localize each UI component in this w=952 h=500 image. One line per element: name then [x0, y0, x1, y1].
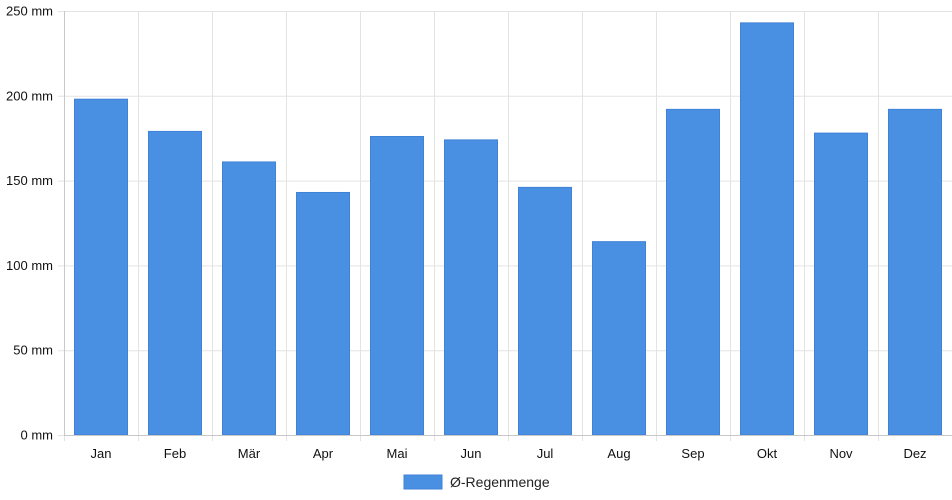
- bar-Jun[interactable]: [444, 139, 498, 436]
- bar-series: [74, 22, 942, 436]
- grid-lines: [58, 11, 952, 441]
- x-tick-label: Feb: [164, 446, 186, 461]
- axes: [64, 11, 952, 436]
- bar-Feb[interactable]: [148, 130, 202, 436]
- x-tick-label: Apr: [313, 446, 334, 461]
- y-tick-label: 0 mm: [21, 428, 54, 443]
- bar-Mär[interactable]: [222, 161, 276, 436]
- x-tick-label: Dez: [903, 446, 926, 461]
- x-tick-label: Jun: [461, 446, 482, 461]
- bar-Okt[interactable]: [740, 22, 794, 436]
- y-axis-tick-labels: 0 mm 50 mm 100 mm 150 mm 200 mm 250 mm: [6, 4, 53, 443]
- x-tick-label: Okt: [757, 446, 778, 461]
- bar-Aug[interactable]: [592, 241, 646, 436]
- x-tick-label: Sep: [681, 446, 704, 461]
- y-tick-label: 150 mm: [6, 173, 53, 188]
- y-tick-label: 100 mm: [6, 258, 53, 273]
- x-axis-tick-labels: Jan Feb Mär Apr Mai Jun Jul Aug Sep Okt Nov Dez: [91, 446, 927, 461]
- legend-label[interactable]: Ø-Regenmenge: [450, 474, 550, 490]
- legend[interactable]: Ø-Regenmenge: [403, 474, 550, 490]
- bar-Jul[interactable]: [518, 186, 572, 436]
- x-tick-label: Mai: [387, 446, 408, 461]
- bar-Apr[interactable]: [296, 191, 350, 436]
- bar-Mai[interactable]: [370, 136, 424, 436]
- x-tick-label: Jan: [91, 446, 112, 461]
- x-tick-label: Jul: [537, 446, 554, 461]
- legend-swatch[interactable]: [403, 474, 443, 490]
- y-tick-label: 250 mm: [6, 4, 53, 19]
- y-tick-label: 50 mm: [13, 343, 53, 358]
- x-tick-label: Nov: [829, 446, 853, 461]
- bar-Sep[interactable]: [666, 108, 720, 436]
- y-tick-label: 200 mm: [6, 88, 53, 103]
- bar-Nov[interactable]: [814, 132, 868, 436]
- x-tick-label: Aug: [607, 446, 630, 461]
- x-tick-label: Mär: [238, 446, 261, 461]
- bar-Dez[interactable]: [888, 108, 942, 436]
- bar-Jan[interactable]: [74, 98, 128, 436]
